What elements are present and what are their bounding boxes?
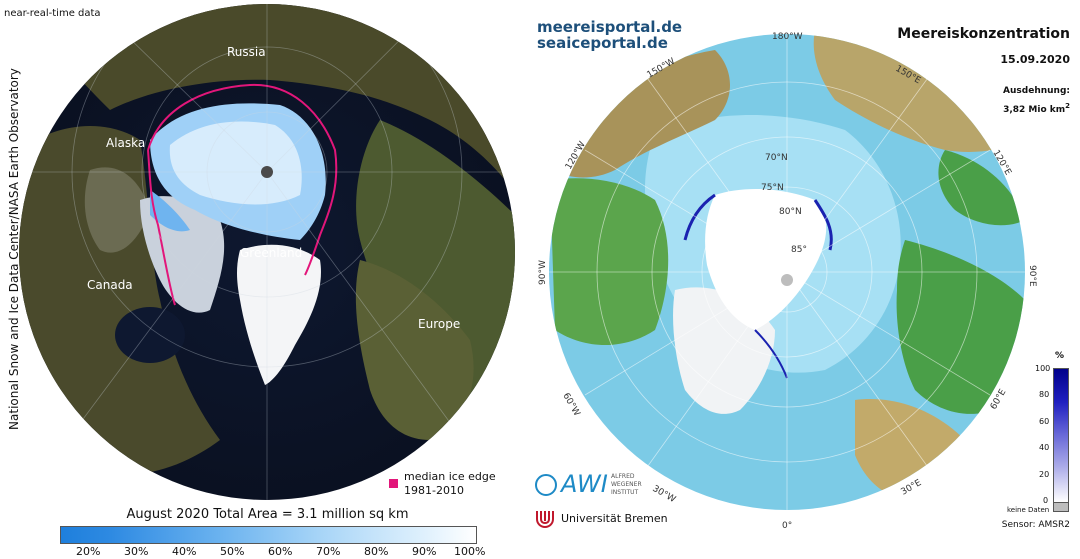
awi-logo: AWI ALFRED WEGENER INSTITUT bbox=[535, 470, 655, 500]
arctic-satellite-map: Russia Alaska Greenland Canada Europe bbox=[19, 4, 515, 500]
sensor-label: Sensor: AMSR2 bbox=[1001, 520, 1070, 530]
awi-sub-1: ALFRED bbox=[611, 473, 635, 480]
median-edge-legend-2: 1981-2010 bbox=[404, 484, 464, 497]
total-area-caption: August 2020 Total Area = 3.1 million sq … bbox=[126, 507, 409, 522]
place-russia: Russia bbox=[227, 45, 266, 59]
extent-label: Ausdehnung: bbox=[1003, 86, 1070, 96]
median-edge-legend-1: median ice edge bbox=[404, 470, 496, 483]
place-europe: Europe bbox=[418, 317, 460, 331]
grat-90e: 90°E bbox=[1027, 265, 1037, 287]
arctic-concentration-map: 180°W 150°W 150°E 120°W 120°E 90°W 90°E … bbox=[538, 32, 1037, 531]
colorbar-tick: 30% bbox=[124, 545, 149, 558]
uni-bremen-mark-icon bbox=[536, 511, 554, 529]
uni-bremen-name: Universität Bremen bbox=[561, 512, 668, 525]
awi-sub-2: WEGENER bbox=[611, 481, 642, 488]
site-name-en: seaiceportal.de bbox=[537, 34, 668, 52]
colorbar-tick-60: 60 bbox=[1039, 417, 1050, 426]
place-canada: Canada bbox=[87, 278, 133, 292]
concentration-colorbar bbox=[60, 526, 477, 544]
nsidc-panel: near-real-time data National Snow and Ic… bbox=[0, 0, 525, 559]
map-date: 15.09.2020 bbox=[1000, 53, 1070, 66]
colorbar-tick-20: 20 bbox=[1039, 470, 1050, 479]
grat-90w: 90°W bbox=[538, 260, 548, 285]
colorbar-tick-40: 40 bbox=[1039, 443, 1050, 452]
seaice-portal-panel: meereisportal.de seaiceportal.de Meereis… bbox=[525, 0, 1080, 559]
median-edge-swatch bbox=[389, 479, 398, 488]
uni-bremen-logo: Universität Bremen bbox=[535, 509, 685, 531]
place-greenland: Greenland bbox=[240, 246, 302, 260]
colorbar-tick: 40% bbox=[172, 545, 197, 558]
place-alaska: Alaska bbox=[106, 136, 145, 150]
awi-sub-3: INSTITUT bbox=[611, 489, 639, 496]
site-name-de: meereisportal.de bbox=[537, 18, 683, 36]
no-data-label: keine Daten bbox=[1007, 506, 1050, 514]
colorbar-tick: 70% bbox=[316, 545, 341, 558]
map-title: Meereiskonzentration bbox=[897, 26, 1070, 42]
median-ice-edge bbox=[147, 83, 338, 276]
colorbar-tick: 50% bbox=[220, 545, 245, 558]
colorbar-unit: % bbox=[1055, 351, 1065, 361]
grat-0: 0° bbox=[782, 521, 792, 531]
grat-180w: 180°W bbox=[772, 32, 803, 42]
grat-75n: 75°N bbox=[761, 183, 784, 193]
no-data-swatch bbox=[1053, 502, 1069, 512]
concentration-colorbar-vertical bbox=[1053, 368, 1069, 503]
colorbar-tick: 80% bbox=[364, 545, 389, 558]
colorbar-tick-0: 0 bbox=[1043, 496, 1049, 505]
colorbar-tick: 100% bbox=[454, 545, 486, 558]
grat-30e: 30°E bbox=[900, 478, 924, 498]
extent-value: 3,82 Mio km2 bbox=[1003, 102, 1070, 115]
near-real-time-label: near-real-time data bbox=[4, 8, 101, 19]
colorbar-tick-80: 80 bbox=[1039, 390, 1050, 399]
colorbar-tick: 90% bbox=[412, 545, 437, 558]
colorbar-tick: 20% bbox=[76, 545, 101, 558]
grat-60w: 60°W bbox=[560, 392, 581, 419]
awi-seal-icon bbox=[535, 474, 557, 496]
grat-70n: 70°N bbox=[765, 153, 788, 163]
grat-85: 85° bbox=[791, 245, 807, 255]
awi-wordmark: AWI bbox=[561, 470, 608, 498]
grat-80n: 80°N bbox=[779, 207, 802, 217]
colorbar-tick-100: 100 bbox=[1035, 364, 1051, 373]
colorbar-tick: 60% bbox=[268, 545, 293, 558]
